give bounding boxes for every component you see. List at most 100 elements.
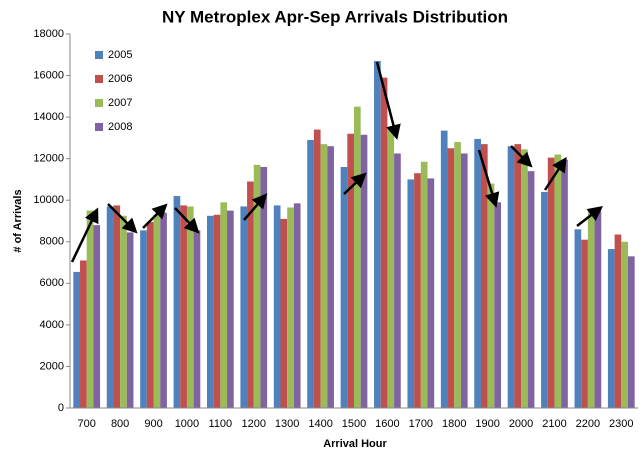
x-tick-label: 700 [78,418,96,430]
arrow [174,207,200,234]
x-tick-label: 900 [144,418,162,430]
bar [614,234,622,408]
arrow [243,193,268,221]
x-tick-label: 1500 [342,418,366,430]
bar [153,214,161,408]
bar [561,159,568,408]
arrow [477,149,500,208]
bar [380,77,388,408]
arrow [543,156,567,191]
bar [521,149,528,409]
bar [414,173,421,408]
x-tick-label: 2100 [542,418,566,430]
y-tick-label: 12000 [33,153,64,165]
legend-swatch [95,99,103,107]
y-tick-label: 0 [58,402,64,414]
x-tick-label: 2200 [576,418,600,430]
bar [220,202,228,408]
bar [240,206,248,408]
bar [307,139,314,408]
bar [387,129,395,409]
bar [227,210,234,408]
bar [474,138,481,408]
legend-swatch [95,51,103,59]
legend-label: 2008 [108,121,132,133]
x-tick-label: 1800 [442,418,466,430]
arrow [375,61,401,140]
bar [320,144,328,408]
bar [581,239,588,408]
x-tick-label: 1900 [475,418,499,430]
bar [440,130,448,408]
y-tick-label: 16000 [33,69,64,81]
bar [160,212,167,408]
chart-title: NY Metroplex Apr-Sep Arrivals Distributi… [162,7,508,26]
bar [394,153,401,408]
bar [494,202,502,408]
x-tick-label: 1600 [375,418,399,430]
bar [541,191,548,408]
bar [627,256,635,408]
bar [293,203,301,408]
bar [460,153,468,408]
bar [253,164,261,408]
bar [86,210,94,408]
bar [374,61,381,409]
legend-label: 2006 [108,73,132,85]
x-tick-label: 800 [111,418,129,430]
arrow [142,203,168,229]
bar [120,215,127,408]
bar [447,148,455,408]
y-tick-label: 8000 [40,236,64,248]
bar [427,178,435,408]
bar [273,205,281,408]
bar [594,208,602,408]
bar [327,146,334,408]
bar [574,229,582,408]
bar [454,142,461,409]
bar [407,179,415,408]
bar [73,271,81,408]
bar [180,205,187,408]
arrow [70,207,99,263]
arrow [343,172,367,195]
y-tick-label: 14000 [33,111,64,123]
arrow [510,145,533,168]
bar [126,232,134,408]
y-tick-label: 10000 [33,194,64,206]
bar [193,230,201,408]
bar [280,218,288,408]
y-axis-label: # of Arrivals [12,189,24,252]
y-tick-label: 6000 [40,277,64,289]
bar [140,230,147,408]
bar [247,181,254,408]
legend-label: 2005 [108,49,132,61]
y-tick-label: 2000 [40,360,64,372]
bar [80,260,87,408]
annotation-arrows [70,61,603,263]
bar [420,161,428,408]
x-tick-label: 1300 [275,418,299,430]
x-tick-label: 1400 [308,418,332,430]
bar [173,196,181,408]
bar [206,215,214,408]
bar [514,144,522,408]
bar [527,171,535,408]
legend-label: 2007 [108,97,132,109]
bar [547,157,555,408]
bar [507,146,515,408]
x-axis-label: Arrival Hour [323,438,387,450]
x-tick-label: 1100 [209,418,233,430]
bar [313,129,321,409]
bar [260,166,268,408]
legend-swatch [95,75,103,83]
x-tick-label: 2000 [509,418,533,430]
bar [607,249,615,408]
arrow [576,205,603,227]
arrow [107,203,138,234]
x-tick-label: 1200 [242,418,266,430]
bar [146,222,154,408]
bar [487,183,495,408]
bar [287,207,294,408]
